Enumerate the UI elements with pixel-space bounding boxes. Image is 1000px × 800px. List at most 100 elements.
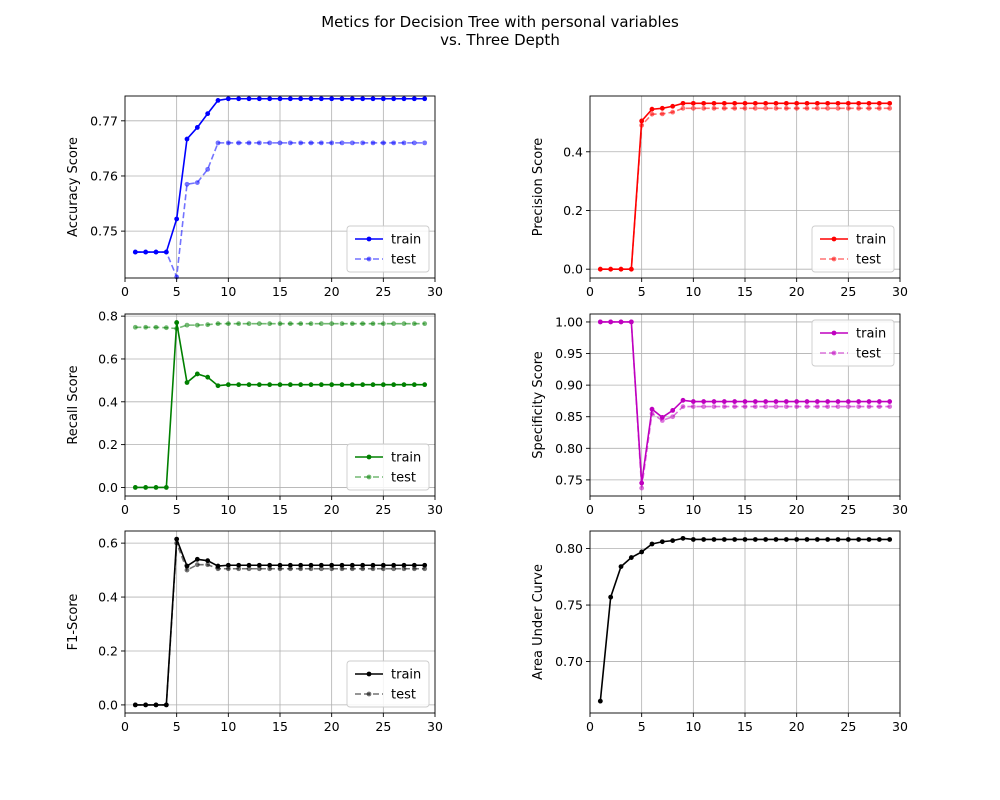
data-point-auc <box>701 537 707 542</box>
data-point-test <box>804 105 810 111</box>
data-point-test <box>153 324 159 330</box>
data-point-test <box>225 321 231 327</box>
data-point-train <box>246 96 252 102</box>
data-point-train <box>618 266 624 272</box>
legend-marker-test <box>366 256 372 262</box>
x-tick-label: 10 <box>220 502 236 517</box>
data-point-test <box>215 321 221 327</box>
data-point-train <box>597 319 603 325</box>
data-point-train <box>794 399 800 404</box>
data-point-train <box>143 249 149 255</box>
data-point-test <box>411 566 417 572</box>
data-point-train <box>132 249 138 255</box>
data-point-auc <box>845 537 851 542</box>
data-point-test <box>835 404 841 410</box>
data-point-test <box>308 321 314 327</box>
data-point-auc <box>804 537 810 542</box>
x-tick-label: 25 <box>375 502 391 517</box>
y-tick-label: 0.4 <box>563 144 583 159</box>
data-point-test <box>256 321 262 327</box>
y-tick-label: 0.75 <box>90 224 118 239</box>
data-point-train <box>205 374 211 380</box>
data-point-train <box>225 382 231 388</box>
data-point-test <box>845 404 851 410</box>
legend-label-test: test <box>391 253 416 268</box>
data-point-train <box>680 100 686 106</box>
y-axis-label: Precision Score <box>531 138 546 237</box>
data-point-train <box>825 399 831 404</box>
data-point-train <box>639 118 645 124</box>
legend-label-train: train <box>391 233 421 248</box>
data-point-train <box>256 382 262 388</box>
data-point-test <box>184 181 190 187</box>
y-tick-label: 0.77 <box>90 113 118 128</box>
data-point-train <box>349 382 355 388</box>
y-tick-label: 1.00 <box>555 314 583 329</box>
data-point-test <box>205 562 211 568</box>
data-point-train <box>783 100 789 106</box>
data-point-test <box>711 404 717 410</box>
data-point-auc <box>887 537 893 542</box>
data-point-train <box>804 100 810 106</box>
data-point-test <box>143 324 149 330</box>
data-point-train <box>380 562 386 568</box>
data-point-train <box>845 100 851 106</box>
y-tick-label: 0.0 <box>563 262 583 277</box>
data-point-test <box>825 105 831 111</box>
figure-title-line1: Metics for Decision Tree with personal v… <box>321 13 679 31</box>
x-tick-label: 0 <box>121 284 129 299</box>
data-point-test <box>370 140 376 146</box>
y-tick-label: 0.75 <box>555 472 583 487</box>
y-tick-label: 0.2 <box>98 437 118 452</box>
data-point-test <box>256 140 262 146</box>
y-tick-label: 0.2 <box>98 643 118 658</box>
data-point-train <box>308 96 314 102</box>
data-point-test <box>701 404 707 410</box>
subplots-grid: 0 5 10 15 20 25 30 0.75 0.76 0.77 Accuracy Score tr… <box>66 95 908 734</box>
data-point-train <box>277 562 283 568</box>
x-tick-label: 20 <box>324 502 340 517</box>
x-tick-label: 5 <box>638 502 646 517</box>
x-tick-label: 25 <box>840 719 856 734</box>
data-point-train <box>163 485 169 490</box>
data-point-test <box>215 140 221 146</box>
data-point-train <box>825 100 831 106</box>
x-tick-label: 25 <box>375 719 391 734</box>
y-tick-label: 0.85 <box>555 409 583 424</box>
data-point-test <box>360 140 366 146</box>
data-point-train <box>659 414 665 420</box>
data-point-train <box>132 485 138 490</box>
data-point-test <box>411 321 417 327</box>
legend-label-train: train <box>856 233 886 248</box>
data-point-test <box>349 140 355 146</box>
x-tick-label: 20 <box>789 719 805 734</box>
data-point-auc <box>866 537 872 542</box>
data-point-test <box>690 105 696 111</box>
data-point-test <box>763 105 769 111</box>
x-tick-label: 20 <box>789 502 805 517</box>
subplot-1: 0 5 10 15 20 25 30 0.75 0.76 0.77 Accuracy Score tr… <box>66 95 443 299</box>
data-point-auc <box>649 541 655 547</box>
data-point-test <box>267 140 273 146</box>
data-point-auc <box>773 537 779 542</box>
data-point-train <box>732 100 738 106</box>
data-point-train <box>349 96 355 102</box>
data-point-auc <box>825 537 831 542</box>
data-point-test <box>184 322 190 328</box>
data-point-test <box>380 566 386 572</box>
data-point-train <box>422 382 428 388</box>
data-point-train <box>215 383 221 389</box>
data-point-auc <box>721 537 727 542</box>
data-point-train <box>339 382 345 388</box>
data-point-test <box>236 140 242 146</box>
data-point-train <box>298 382 304 388</box>
data-point-train <box>876 399 882 404</box>
x-tick-label: 15 <box>737 502 753 517</box>
legend: train test <box>346 225 430 273</box>
data-point-train <box>411 382 417 388</box>
data-point-train <box>318 96 324 102</box>
x-tick-label: 10 <box>685 284 701 299</box>
legend: train test <box>346 660 430 708</box>
legend-marker-test <box>831 350 837 356</box>
figure-title-line2: vs. Three Depth <box>440 31 560 49</box>
